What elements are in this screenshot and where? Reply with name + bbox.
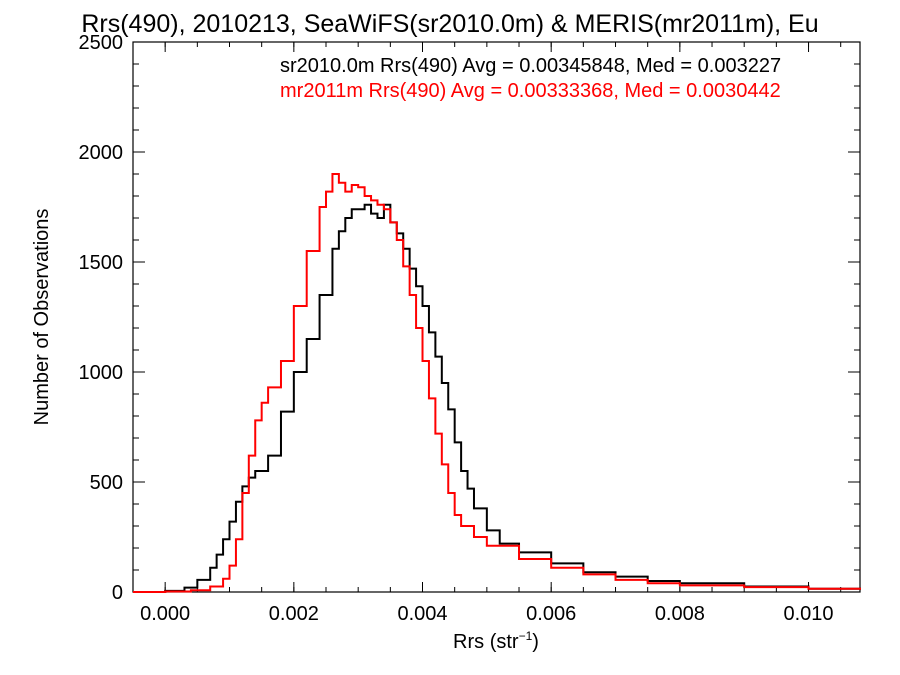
series-layer [133, 173, 861, 593]
y-tick-label: 0 [112, 582, 123, 604]
chart-title: Rrs(490), 2010213, SeaWiFS(sr2010.0m) & … [81, 10, 818, 38]
y-axis-label: Number of Observations [31, 209, 53, 426]
y-tick-label: 500 [90, 472, 123, 494]
annotation-sr2010: sr2010.0m Rrs(490) Avg = 0.00345848, Med… [280, 55, 781, 77]
y-tick-label: 2500 [79, 32, 124, 54]
series-line-1 [133, 173, 861, 593]
x-tick-label: 0.002 [269, 603, 319, 625]
x-axis-label: Rrs (str−1) [453, 629, 539, 653]
plot-area [132, 41, 861, 593]
x-tick-label: 0.006 [526, 603, 576, 625]
x-axis-label-close: ) [532, 631, 539, 653]
y-tick-label: 1500 [79, 252, 124, 274]
x-axis-label-sup: −1 [519, 629, 533, 643]
x-tick-label: 0.000 [140, 603, 190, 625]
x-tick-label: 0.004 [397, 603, 447, 625]
x-axis-label-text: Rrs (str [453, 631, 519, 653]
x-axis: 0.000 0.002 0.004 0.006 0.008 0.010 [140, 42, 842, 625]
y-tick-label: 1000 [79, 362, 124, 384]
y-tick-label: 2000 [79, 142, 124, 164]
plot-frame [132, 41, 861, 593]
x-tick-label: 0.010 [783, 603, 833, 625]
annotation-mr2011: mr2011m Rrs(490) Avg = 0.00333368, Med =… [280, 80, 781, 102]
y-axis: 0 500 1000 1500 2000 2500 [79, 32, 860, 604]
x-tick-label: 0.008 [655, 603, 705, 625]
